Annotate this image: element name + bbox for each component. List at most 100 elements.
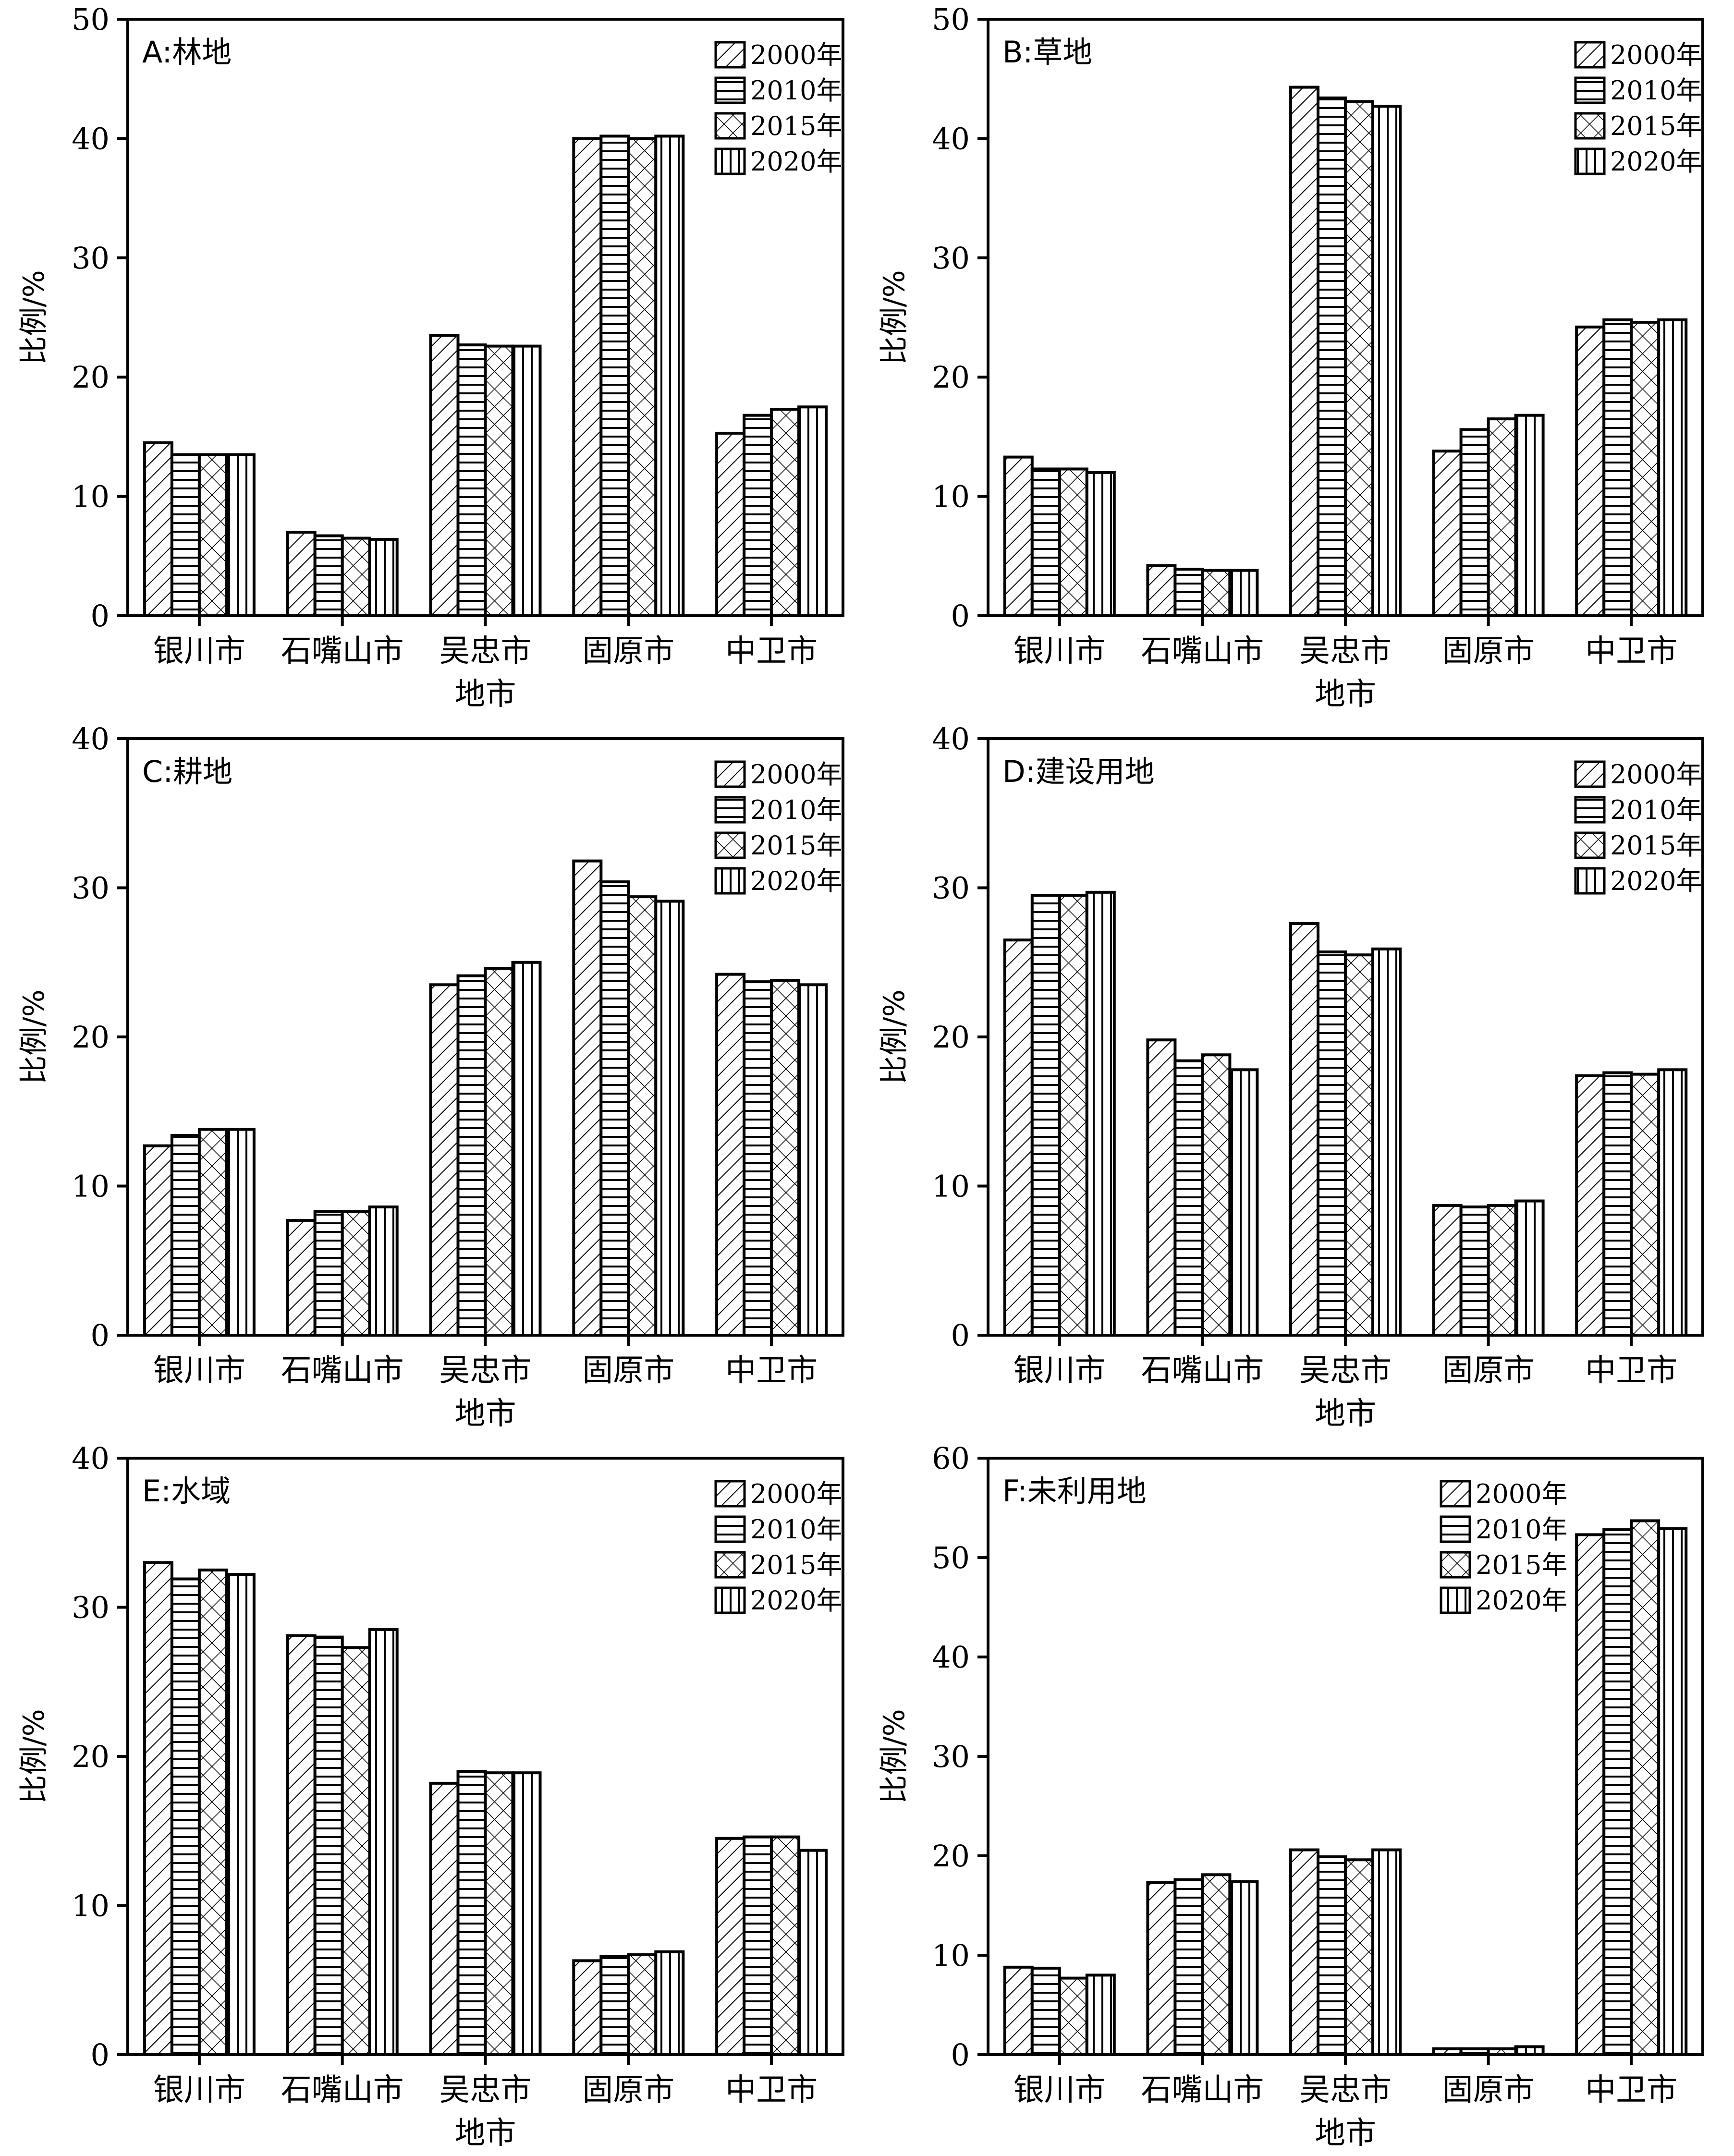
bar-2015年-固原市 — [627, 895, 658, 1337]
legend-swatch — [1574, 112, 1606, 140]
y-tick-label: 20 — [72, 1739, 110, 1774]
bar-2020年-银川市 — [225, 453, 256, 617]
panel-title: B:草地 — [1002, 35, 1092, 70]
bar-2010年-石嘴山市 — [1173, 568, 1204, 618]
x-tick-label: 中卫市 — [1585, 633, 1677, 669]
bar-2020年-吴忠市 — [1371, 1848, 1402, 2057]
x-tick-label: 中卫市 — [725, 2072, 818, 2108]
legend-label: 2010年 — [1610, 795, 1702, 825]
bar-2010年-银川市 — [1030, 1966, 1061, 2057]
bar-2015年-银川市 — [1058, 1976, 1088, 2056]
legend-label: 2020年 — [750, 146, 842, 177]
bar-2015年-银川市 — [197, 453, 228, 617]
y-tick-label: 20 — [72, 360, 110, 395]
legend-swatch — [714, 1515, 746, 1543]
legend-swatch — [1440, 1515, 1471, 1543]
bar-2000年-石嘴山市 — [1146, 1038, 1177, 1337]
bar-2000年-固原市 — [1432, 450, 1463, 617]
legend-label: 2020年 — [1476, 1585, 1567, 1616]
legend-label: 2020年 — [1610, 146, 1702, 177]
legend-swatch — [714, 867, 746, 895]
x-tick-label: 吴忠市 — [440, 2072, 532, 2108]
bar-2015年-吴忠市 — [1344, 1858, 1374, 2057]
bar-2015年-中卫市 — [770, 408, 801, 617]
bar-2020年-吴忠市 — [1371, 105, 1402, 617]
bar-2015年-吴忠市 — [484, 967, 514, 1337]
bar-2010年-固原市 — [1459, 428, 1490, 617]
y-tick-label: 20 — [72, 1020, 110, 1055]
y-tick-label: 60 — [932, 1441, 970, 1476]
bar-2015年-中卫市 — [770, 1835, 801, 2056]
y-tick-label: 0 — [91, 2037, 110, 2072]
x-tick-label: 固原市 — [582, 1353, 674, 1389]
x-tick-label: 银川市 — [153, 2072, 245, 2108]
bar-2000年-吴忠市 — [429, 983, 460, 1337]
y-axis-label: 比例/% — [17, 1709, 51, 1803]
panel-title: D:建设用地 — [1002, 754, 1155, 789]
bar-2000年-中卫市 — [715, 1837, 746, 2056]
legend-label: 2010年 — [750, 795, 842, 825]
y-tick-label: 0 — [951, 2037, 970, 2072]
bar-2015年-石嘴山市 — [341, 1646, 371, 2056]
y-tick-label: 10 — [932, 1938, 970, 1973]
panel-title: E:水域 — [142, 1474, 231, 1509]
y-tick-label: 40 — [72, 1441, 110, 1476]
bar-2015年-石嘴山市 — [1201, 569, 1232, 618]
bar-2015年-银川市 — [197, 1128, 228, 1337]
x-tick-label: 银川市 — [1014, 1353, 1106, 1389]
x-tick-label: 固原市 — [1442, 1353, 1535, 1389]
legend-label: 2010年 — [1610, 75, 1702, 106]
bar-2020年-石嘴山市 — [368, 538, 399, 618]
x-tick-label: 石嘴山市 — [1141, 2072, 1264, 2108]
bar-2020年-石嘴山市 — [1228, 1880, 1259, 2057]
bar-2015年-银川市 — [1058, 467, 1088, 618]
legend-swatch — [1574, 867, 1606, 895]
legend-label: 2000年 — [750, 1479, 842, 1509]
bar-2020年-中卫市 — [1657, 318, 1688, 617]
legend-label: 2015年 — [1610, 830, 1702, 861]
x-axis-label: 地市 — [1315, 1396, 1376, 1432]
legend-swatch — [1574, 760, 1606, 788]
panel-title: A:林地 — [142, 35, 232, 70]
bar-2015年-石嘴山市 — [1201, 1053, 1232, 1337]
legend-label: 2010年 — [750, 1514, 842, 1545]
bar-2010年-银川市 — [1030, 894, 1061, 1337]
bar-2020年-银川市 — [225, 1573, 256, 2056]
bar-2015年-中卫市 — [1630, 320, 1661, 617]
x-tick-label: 中卫市 — [1585, 2072, 1677, 2108]
bar-2010年-固原市 — [599, 134, 630, 617]
bar-2015年-固原市 — [1487, 1204, 1517, 1337]
y-tick-label: 30 — [72, 871, 110, 906]
x-axis-label: 地市 — [1315, 2116, 1376, 2151]
legend-swatch — [714, 760, 746, 788]
y-tick-label: 50 — [932, 1540, 970, 1575]
bar-2015年-固原市 — [1487, 417, 1517, 617]
panel-title: C:耕地 — [142, 754, 232, 789]
bar-2020年-中卫市 — [797, 1849, 828, 2056]
y-tick-label: 20 — [932, 1839, 970, 1874]
legend-label: 2000年 — [750, 40, 842, 70]
y-tick-label: 30 — [932, 1739, 970, 1774]
y-tick-label: 40 — [932, 1640, 970, 1675]
x-tick-label: 银川市 — [1014, 2072, 1106, 2108]
bar-2015年-石嘴山市 — [1201, 1873, 1232, 2057]
bar-2010年-中卫市 — [743, 414, 773, 617]
legend-swatch — [714, 1586, 746, 1614]
bar-2020年-石嘴山市 — [1228, 1068, 1259, 1337]
legend-swatch — [714, 41, 746, 69]
bar-2010年-石嘴山市 — [1173, 1878, 1204, 2056]
bar-2020年-吴忠市 — [511, 961, 542, 1337]
bar-2015年-石嘴山市 — [341, 1210, 371, 1337]
bar-2000年-石嘴山市 — [286, 1218, 317, 1337]
legend-label: 2015年 — [750, 830, 842, 861]
legend-swatch — [714, 831, 746, 859]
y-tick-label: 20 — [932, 1020, 970, 1055]
legend-swatch — [714, 1551, 746, 1579]
bar-2020年-中卫市 — [797, 405, 828, 617]
bar-2020年-中卫市 — [1657, 1527, 1688, 2056]
